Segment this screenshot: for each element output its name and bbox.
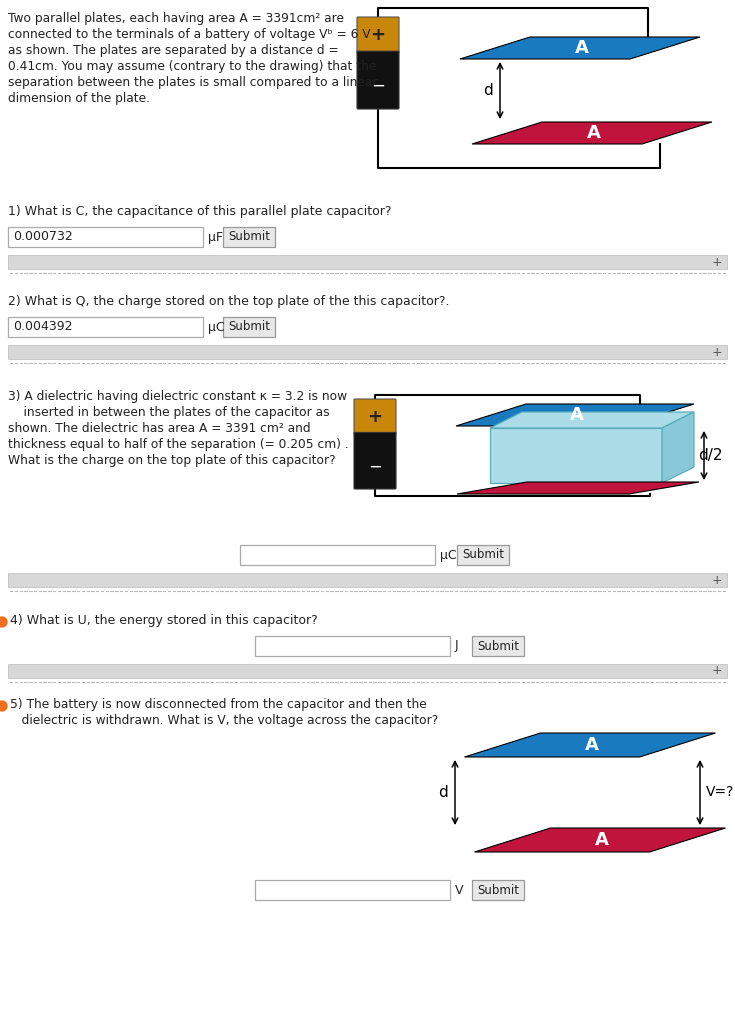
Text: What is the charge on the top plate of this capacitor?: What is the charge on the top plate of t… — [8, 454, 336, 467]
Text: +: + — [711, 573, 722, 587]
Circle shape — [0, 617, 7, 627]
Text: Submit: Submit — [462, 549, 504, 561]
FancyBboxPatch shape — [255, 880, 450, 900]
Text: A: A — [585, 736, 599, 754]
FancyBboxPatch shape — [8, 345, 727, 359]
FancyBboxPatch shape — [8, 317, 203, 337]
FancyBboxPatch shape — [8, 227, 203, 247]
FancyBboxPatch shape — [357, 51, 399, 109]
FancyBboxPatch shape — [255, 636, 450, 656]
Text: V: V — [455, 884, 464, 896]
Polygon shape — [475, 828, 725, 852]
Circle shape — [0, 701, 7, 711]
Text: connected to the terminals of a battery of voltage Vᵇ = 6 V: connected to the terminals of a battery … — [8, 28, 370, 41]
FancyBboxPatch shape — [223, 227, 275, 247]
FancyBboxPatch shape — [354, 432, 396, 489]
Polygon shape — [472, 122, 712, 144]
Text: +: + — [711, 665, 722, 678]
FancyBboxPatch shape — [472, 636, 524, 656]
Text: inserted in between the plates of the capacitor as: inserted in between the plates of the ca… — [8, 406, 329, 419]
Text: −: − — [368, 457, 382, 475]
Polygon shape — [465, 733, 715, 757]
Text: +: + — [711, 256, 722, 268]
Text: +: + — [368, 408, 382, 426]
FancyBboxPatch shape — [457, 545, 509, 565]
Polygon shape — [490, 412, 694, 428]
Polygon shape — [456, 404, 694, 426]
Text: Two parallel plates, each having area A = 3391cm² are: Two parallel plates, each having area A … — [8, 12, 344, 25]
Text: as shown. The plates are separated by a distance d =: as shown. The plates are separated by a … — [8, 44, 339, 57]
Text: Submit: Submit — [477, 640, 519, 652]
Polygon shape — [490, 428, 662, 483]
Text: shown. The dielectric has area A = 3391 cm² and: shown. The dielectric has area A = 3391 … — [8, 422, 311, 435]
Text: A: A — [595, 831, 609, 849]
Text: d/2: d/2 — [698, 449, 723, 463]
FancyBboxPatch shape — [8, 573, 727, 587]
Text: 0.41cm. You may assume (contrary to the drawing) that the: 0.41cm. You may assume (contrary to the … — [8, 60, 376, 73]
Polygon shape — [662, 412, 694, 483]
FancyBboxPatch shape — [472, 880, 524, 900]
Text: μF: μF — [208, 230, 223, 244]
FancyBboxPatch shape — [240, 545, 435, 565]
FancyBboxPatch shape — [8, 255, 727, 269]
Text: μC: μC — [440, 549, 456, 561]
Text: A: A — [575, 39, 589, 57]
Text: 1) What is C, the capacitance of this parallel plate capacitor?: 1) What is C, the capacitance of this pa… — [8, 205, 392, 218]
Text: thickness equal to half of the separation (= 0.205 cm) .: thickness equal to half of the separatio… — [8, 438, 348, 451]
Text: dielectric is withdrawn. What is V, the voltage across the capacitor?: dielectric is withdrawn. What is V, the … — [10, 714, 438, 727]
Text: V=?: V=? — [706, 785, 734, 800]
Text: d: d — [438, 785, 448, 800]
Text: 0.004392: 0.004392 — [13, 321, 73, 334]
Polygon shape — [457, 482, 699, 494]
FancyBboxPatch shape — [354, 399, 396, 434]
FancyBboxPatch shape — [8, 664, 727, 678]
Text: 3) A dielectric having dielectric constant κ = 3.2 is now: 3) A dielectric having dielectric consta… — [8, 390, 347, 403]
Text: +: + — [370, 26, 385, 44]
Text: A: A — [570, 406, 584, 424]
Polygon shape — [460, 37, 700, 59]
Text: 5) The battery is now disconnected from the capacitor and then the: 5) The battery is now disconnected from … — [10, 698, 427, 711]
FancyBboxPatch shape — [357, 17, 399, 53]
Text: 0.000732: 0.000732 — [13, 230, 73, 244]
Text: d: d — [483, 83, 493, 98]
Text: A: A — [587, 124, 600, 142]
Text: +: + — [711, 345, 722, 358]
Text: 4) What is U, the energy stored in this capacitor?: 4) What is U, the energy stored in this … — [10, 614, 318, 627]
FancyBboxPatch shape — [223, 317, 275, 337]
Text: −: − — [371, 77, 385, 94]
Text: dimension of the plate.: dimension of the plate. — [8, 92, 150, 105]
Text: μC: μC — [208, 321, 225, 334]
Text: separation between the plates is small compared to a linear: separation between the plates is small c… — [8, 76, 378, 89]
Text: Submit: Submit — [228, 230, 270, 244]
Text: Submit: Submit — [228, 321, 270, 334]
Text: Submit: Submit — [477, 884, 519, 896]
Text: 2) What is Q, the charge stored on the top plate of the this capacitor?.: 2) What is Q, the charge stored on the t… — [8, 295, 450, 308]
Text: J: J — [455, 640, 459, 652]
